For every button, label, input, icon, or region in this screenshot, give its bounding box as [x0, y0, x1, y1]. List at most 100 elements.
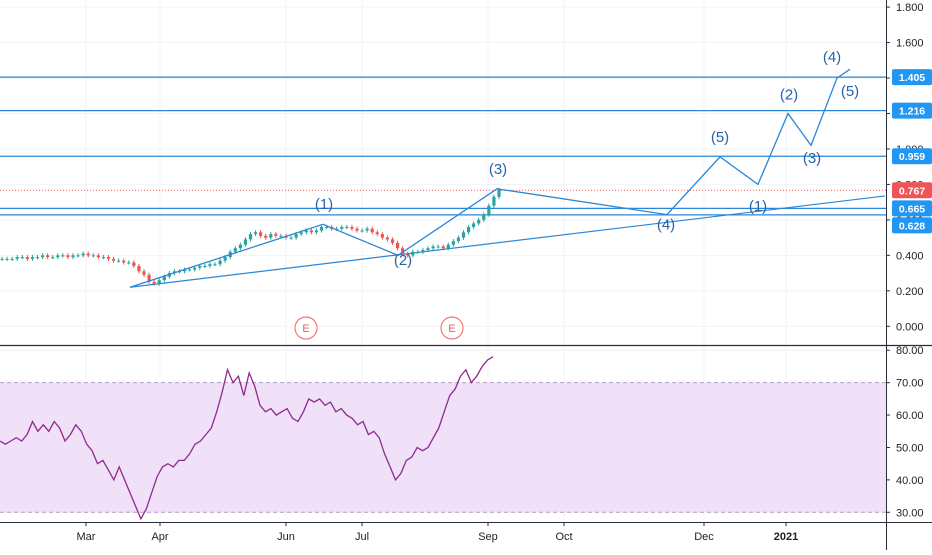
- candle-body: [426, 248, 430, 251]
- candle: [182, 267, 187, 274]
- candle: [385, 235, 390, 242]
- candle-body: [35, 257, 40, 259]
- candle: [213, 262, 217, 267]
- candle-body: [188, 269, 192, 271]
- price-tag-text: 0.767: [899, 185, 925, 197]
- price-tag-background: [892, 148, 932, 165]
- candle: [248, 231, 253, 242]
- price-tag-text: 0.628: [899, 220, 925, 232]
- candle: [421, 247, 425, 254]
- candle: [477, 217, 481, 226]
- candle-body: [30, 257, 35, 259]
- candle-body: [319, 226, 324, 231]
- candle-body: [111, 258, 116, 261]
- candle: [30, 254, 35, 262]
- candle-body: [233, 248, 237, 252]
- candle: [314, 228, 319, 235]
- candle-body: [122, 260, 126, 263]
- earnings-marker-circle: [440, 316, 464, 340]
- trendline[interactable]: [129, 195, 886, 288]
- price-tag-text: 1.405: [899, 72, 925, 84]
- price-tag-background: [892, 217, 932, 234]
- candle-body: [56, 255, 60, 258]
- candle-body: [482, 214, 486, 220]
- candle-body: [132, 262, 136, 266]
- candle: [96, 253, 100, 260]
- rsi-axis-tick-label: 60.00: [896, 410, 924, 422]
- candle: [472, 221, 476, 230]
- candle-body: [411, 251, 415, 256]
- candle: [157, 278, 161, 286]
- candle-body: [279, 235, 283, 237]
- candle: [137, 263, 141, 274]
- candle-body: [0, 258, 4, 260]
- candle: [370, 226, 374, 235]
- earnings-marker[interactable]: E: [294, 316, 318, 340]
- earnings-marker[interactable]: E: [440, 316, 464, 340]
- candle-body: [355, 228, 359, 231]
- candle-body: [96, 255, 100, 258]
- candle: [264, 233, 268, 240]
- candle-body: [5, 258, 9, 260]
- time-axis-tick-label: Mar: [77, 531, 96, 543]
- candle-body: [309, 230, 313, 233]
- candle: [441, 244, 445, 251]
- candle-body: [25, 257, 29, 259]
- candle-body: [472, 223, 476, 227]
- candle: [360, 228, 364, 233]
- candle: [147, 272, 151, 285]
- candle: [436, 244, 440, 249]
- candle: [238, 242, 242, 251]
- time-axis-tick-label: Oct: [555, 531, 572, 543]
- candle: [350, 224, 354, 231]
- candle: [461, 230, 466, 240]
- candle: [142, 269, 146, 277]
- candle-body: [162, 276, 166, 281]
- price-tag-text: 1.216: [899, 106, 925, 118]
- candle-body: [238, 244, 242, 249]
- candle: [71, 253, 75, 260]
- candle: [253, 230, 258, 237]
- candle: [25, 254, 29, 262]
- candle: [66, 253, 70, 260]
- candle-body: [81, 253, 85, 256]
- wave-label: (5): [841, 83, 859, 100]
- earnings-marker-label: E: [448, 323, 455, 335]
- candle: [309, 228, 313, 235]
- candle: [482, 212, 486, 223]
- candle-body: [264, 235, 268, 238]
- candle-body: [142, 271, 146, 275]
- price-tag-text: 0.959: [899, 151, 925, 163]
- candle: [91, 253, 95, 258]
- price-axis-tick-label: 1.800: [896, 2, 924, 14]
- elliott-wave-path[interactable]: [129, 68, 851, 288]
- candle-body: [451, 241, 455, 245]
- candle-body: [274, 234, 278, 236]
- candle: [5, 256, 9, 262]
- wave-label: (3): [803, 150, 821, 167]
- candle-body: [157, 280, 161, 284]
- candle-body: [360, 230, 364, 232]
- rsi-axis-tick-label: 80.00: [896, 345, 924, 357]
- wave-label: (2): [780, 86, 798, 103]
- candle-body: [66, 255, 70, 258]
- level-price-tag: 0.665: [892, 200, 932, 217]
- wave-label: (3): [489, 161, 507, 178]
- candle-body: [466, 226, 471, 233]
- candle-body: [375, 232, 379, 235]
- candle-body: [20, 257, 24, 259]
- candle: [106, 254, 111, 262]
- candle-body: [208, 264, 212, 266]
- candle-body: [46, 255, 50, 258]
- candle-body: [71, 255, 75, 258]
- candle-body: [304, 230, 308, 233]
- price-axis-tick-label: 0.000: [896, 321, 924, 333]
- candle-body: [350, 226, 354, 229]
- candle-body: [147, 274, 151, 282]
- candle-body: [76, 255, 80, 257]
- earnings-marker-circle: [294, 316, 318, 340]
- candle: [269, 231, 273, 240]
- wave-label: (1): [315, 196, 333, 213]
